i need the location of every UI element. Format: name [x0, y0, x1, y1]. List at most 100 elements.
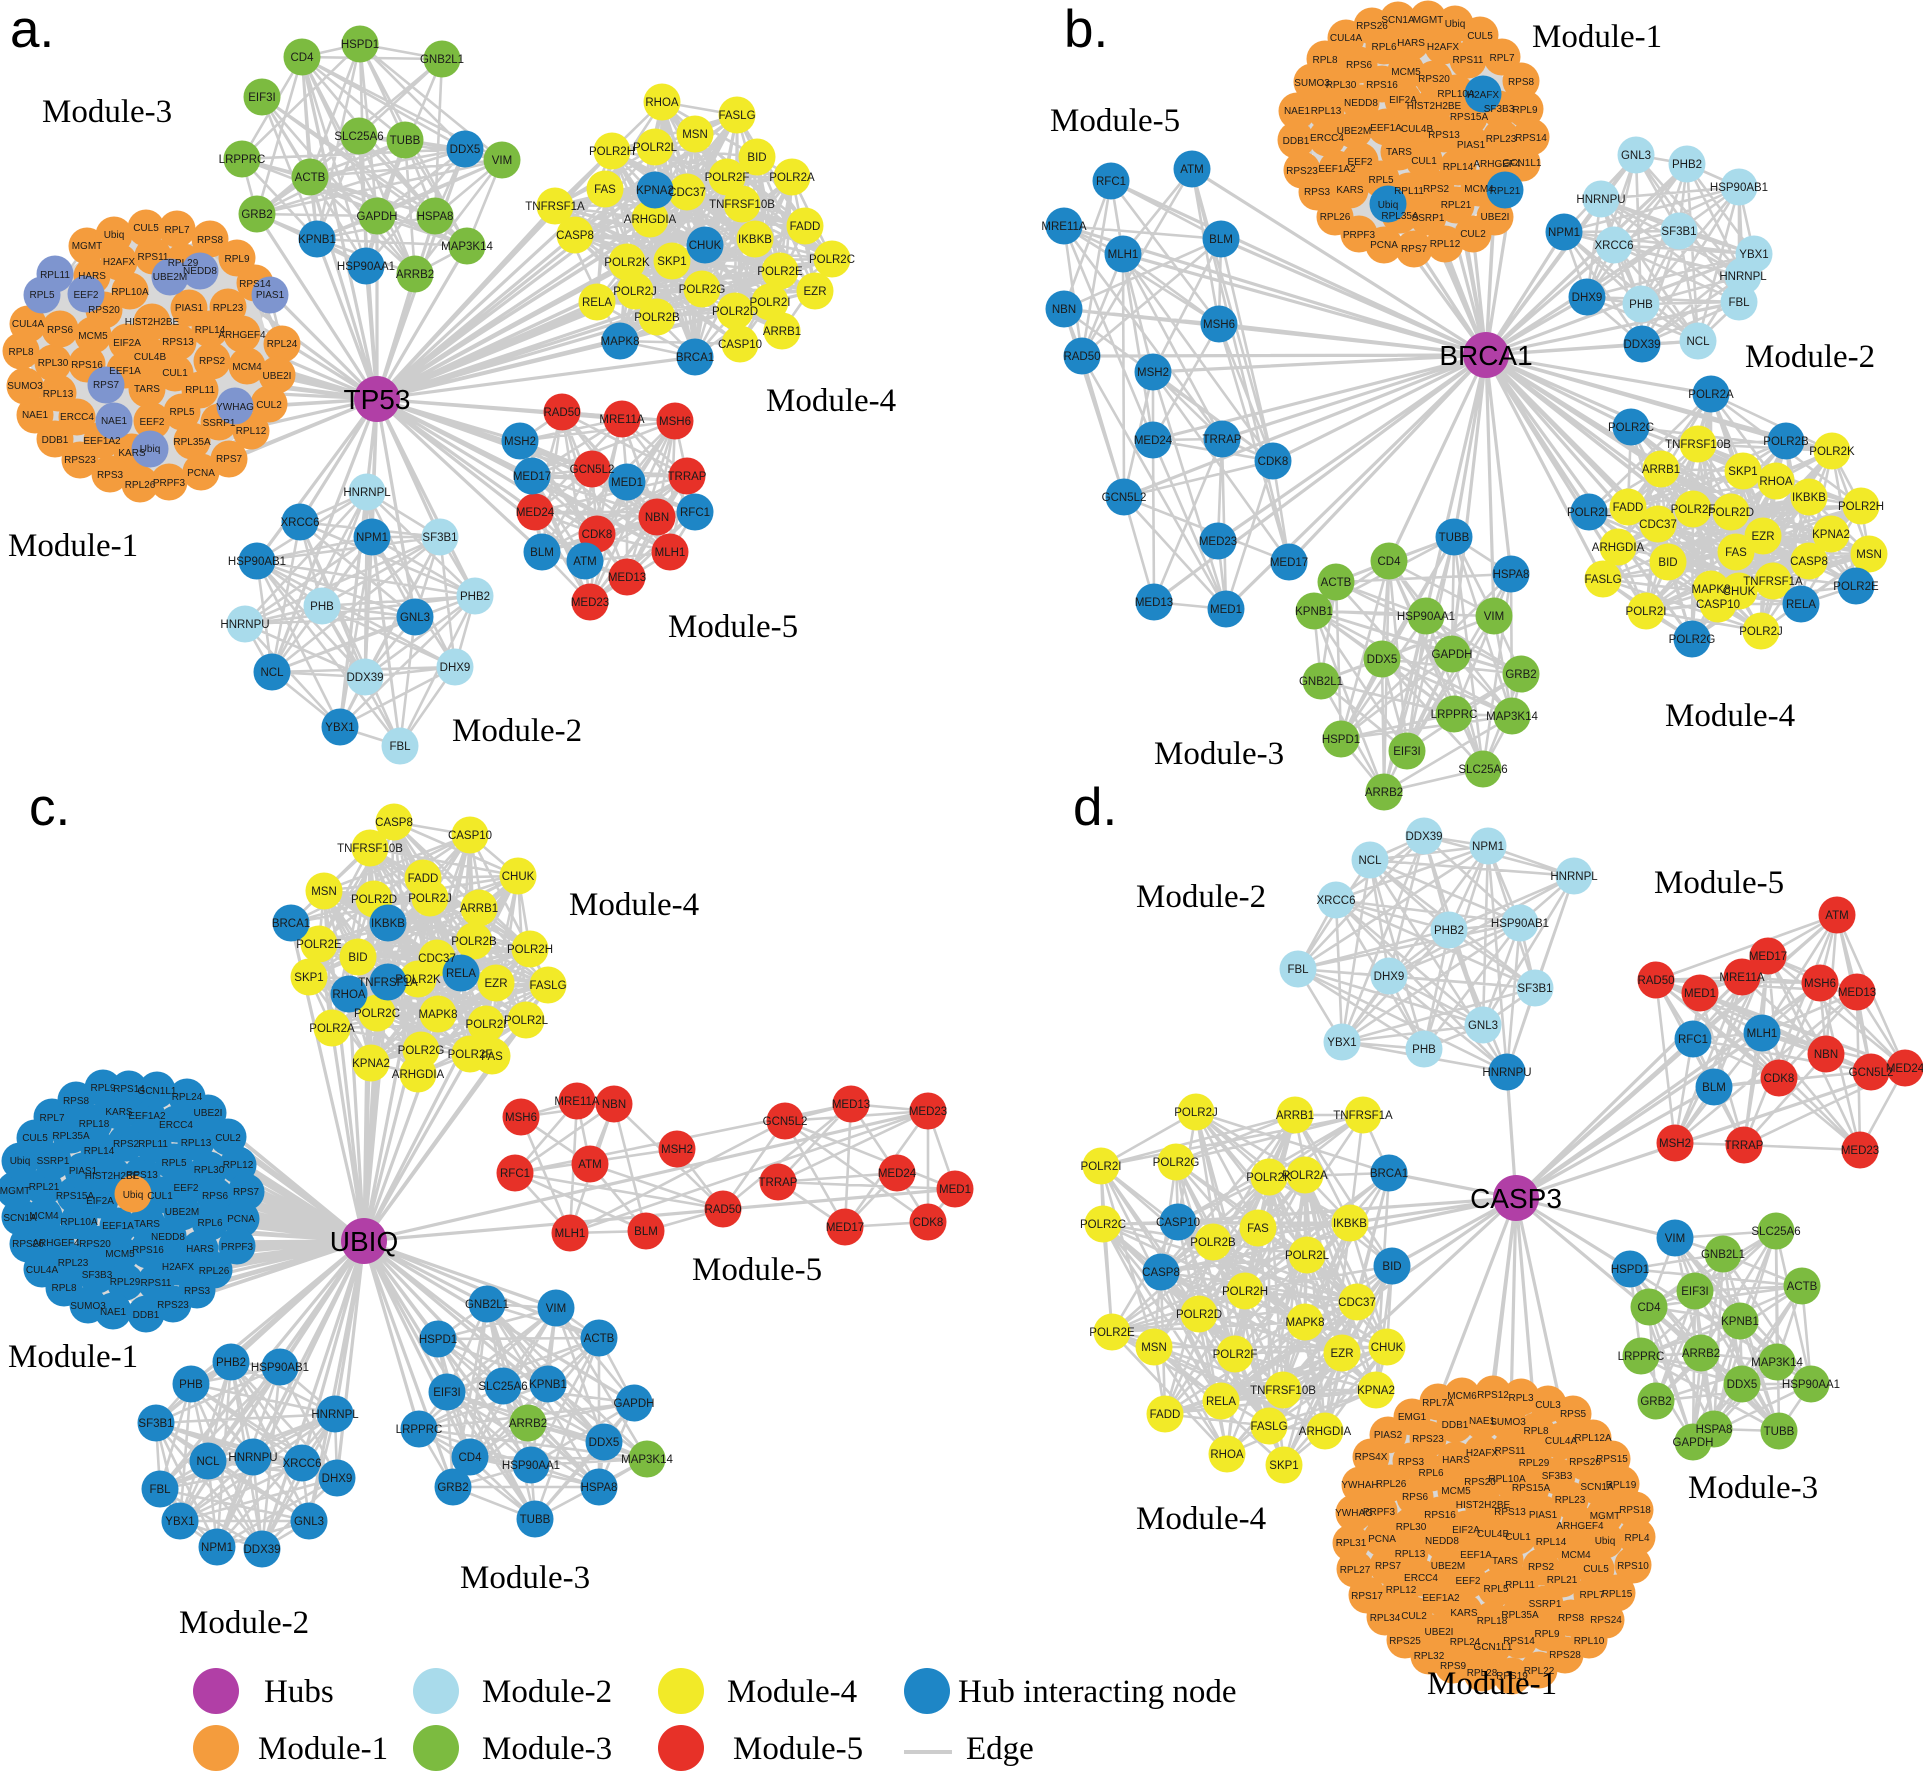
- svg-text:RPS7: RPS7: [1375, 1561, 1402, 1572]
- svg-text:TRRAP: TRRAP: [759, 1177, 798, 1189]
- svg-text:EEF2: EEF2: [73, 290, 98, 301]
- svg-text:HSP90AA1: HSP90AA1: [337, 261, 395, 273]
- svg-text:RPL31: RPL31: [1336, 1538, 1367, 1549]
- svg-text:Hubs: Hubs: [264, 1674, 334, 1710]
- svg-text:RPL5: RPL5: [29, 290, 54, 301]
- svg-text:FBL: FBL: [149, 1484, 171, 1496]
- svg-text:PHB: PHB: [1412, 1044, 1436, 1056]
- svg-text:Module-2: Module-2: [1136, 879, 1266, 915]
- svg-text:EIF3I: EIF3I: [433, 1387, 460, 1399]
- svg-text:POLR2F: POLR2F: [705, 172, 750, 184]
- svg-text:HSP90AB1: HSP90AB1: [228, 556, 286, 568]
- svg-text:RPL10A: RPL10A: [1488, 1474, 1526, 1485]
- svg-text:HSP90AB1: HSP90AB1: [1710, 182, 1768, 194]
- svg-text:Module-5: Module-5: [668, 609, 798, 645]
- svg-text:TNFRSF1A: TNFRSF1A: [1333, 1110, 1393, 1122]
- svg-text:RPS15A: RPS15A: [1450, 112, 1489, 123]
- svg-text:FASLG: FASLG: [1584, 574, 1621, 586]
- svg-text:POLR2D: POLR2D: [712, 306, 758, 318]
- svg-text:RPS24: RPS24: [1590, 1615, 1622, 1626]
- svg-text:POLR2I: POLR2I: [1081, 1161, 1122, 1173]
- svg-text:NBN: NBN: [1052, 304, 1076, 316]
- svg-text:DDX39: DDX39: [346, 672, 383, 684]
- svg-text:RPL13: RPL13: [1395, 1549, 1426, 1560]
- svg-text:SKP1: SKP1: [657, 256, 686, 268]
- svg-text:DDX5: DDX5: [450, 144, 481, 156]
- svg-text:SSRP1: SSRP1: [1529, 1599, 1562, 1610]
- svg-text:Module-4: Module-4: [1136, 1501, 1266, 1537]
- svg-text:Module-2: Module-2: [179, 1605, 309, 1641]
- svg-text:RPS25: RPS25: [1389, 1636, 1421, 1647]
- svg-text:YBX1: YBX1: [325, 722, 354, 734]
- svg-text:POLR2F: POLR2F: [1213, 1349, 1258, 1361]
- svg-text:POLR2B: POLR2B: [451, 936, 497, 948]
- svg-text:RPS8: RPS8: [63, 1096, 90, 1107]
- svg-text:EZR: EZR: [1752, 531, 1775, 543]
- svg-text:YWHAH: YWHAH: [1341, 1480, 1378, 1491]
- svg-text:MSN: MSN: [682, 129, 708, 141]
- svg-text:RPL14: RPL14: [1443, 162, 1474, 173]
- svg-text:MED1: MED1: [611, 477, 643, 489]
- svg-text:XRCC6: XRCC6: [1595, 240, 1634, 252]
- svg-text:EZR: EZR: [485, 978, 508, 990]
- svg-text:Ubiq: Ubiq: [1378, 200, 1399, 211]
- svg-text:RPL5: RPL5: [161, 1158, 186, 1169]
- svg-text:RPL12: RPL12: [223, 1160, 254, 1171]
- svg-text:Ubiq: Ubiq: [10, 1156, 31, 1167]
- svg-text:KPNA2: KPNA2: [636, 185, 674, 197]
- svg-text:RPS3: RPS3: [1398, 1457, 1425, 1468]
- svg-text:MLH1: MLH1: [555, 1228, 586, 1240]
- svg-text:CUL4A: CUL4A: [12, 319, 45, 330]
- svg-text:ARHGEF4: ARHGEF4: [1473, 159, 1521, 170]
- svg-text:RPS8: RPS8: [1508, 77, 1535, 88]
- svg-text:TUBB: TUBB: [1439, 532, 1470, 544]
- svg-text:TARS: TARS: [134, 1219, 160, 1230]
- svg-text:EIF3I: EIF3I: [1393, 746, 1420, 758]
- svg-text:ARRB1: ARRB1: [1276, 1110, 1314, 1122]
- svg-text:GAPDH: GAPDH: [1432, 649, 1473, 661]
- svg-text:SCN1A: SCN1A: [1580, 1482, 1614, 1493]
- svg-text:TNFRSF1A: TNFRSF1A: [525, 201, 585, 213]
- svg-text:RPL29: RPL29: [110, 1277, 141, 1288]
- svg-text:d.: d.: [1073, 778, 1117, 837]
- svg-text:HSPA8: HSPA8: [1493, 569, 1530, 581]
- svg-text:POLR2C: POLR2C: [354, 1008, 400, 1020]
- svg-text:MED24: MED24: [516, 507, 555, 519]
- svg-text:RPL24: RPL24: [172, 1092, 203, 1103]
- svg-text:RPS16: RPS16: [71, 360, 103, 371]
- svg-text:HSPA8: HSPA8: [1696, 1424, 1733, 1436]
- svg-text:CUL1: CUL1: [1505, 1532, 1531, 1543]
- svg-text:POLR2B: POLR2B: [1190, 1237, 1236, 1249]
- svg-text:POLR2I: POLR2I: [466, 1019, 507, 1031]
- svg-text:RHOA: RHOA: [1759, 476, 1793, 488]
- svg-text:RPS20: RPS20: [79, 1239, 111, 1250]
- svg-text:ARRB2: ARRB2: [1682, 1348, 1720, 1360]
- svg-text:POLR2E: POLR2E: [1833, 581, 1879, 593]
- svg-text:PHB2: PHB2: [1672, 159, 1702, 171]
- svg-text:RPL7: RPL7: [1579, 1590, 1604, 1601]
- svg-text:PIAS2: PIAS2: [1374, 1430, 1403, 1441]
- svg-text:Module-2: Module-2: [1745, 339, 1875, 375]
- svg-text:DDB1: DDB1: [133, 1310, 160, 1321]
- svg-text:MED17: MED17: [1749, 951, 1787, 963]
- svg-text:RPS19: RPS19: [1496, 1671, 1528, 1682]
- svg-text:LRPPRC: LRPPRC: [219, 154, 266, 166]
- svg-text:GRB2: GRB2: [241, 209, 272, 221]
- svg-text:MRE11A: MRE11A: [554, 1096, 599, 1108]
- svg-text:UBIQ: UBIQ: [330, 1226, 398, 1257]
- svg-text:SF3B3: SF3B3: [82, 1270, 113, 1281]
- svg-text:NCL: NCL: [260, 667, 284, 679]
- svg-text:POLR2A: POLR2A: [769, 172, 815, 184]
- svg-text:EZR: EZR: [804, 286, 827, 298]
- svg-text:CDC37: CDC37: [1639, 519, 1677, 531]
- svg-text:NPM1: NPM1: [1472, 841, 1504, 853]
- svg-text:CASP8: CASP8: [1142, 1267, 1180, 1279]
- svg-text:KPNA2: KPNA2: [1812, 529, 1850, 541]
- svg-text:HNRNPU: HNRNPU: [220, 619, 269, 631]
- svg-text:HSP90AA1: HSP90AA1: [502, 1460, 560, 1472]
- svg-text:POLR2E: POLR2E: [1089, 1327, 1135, 1339]
- svg-text:RPL11: RPL11: [1505, 1580, 1535, 1591]
- svg-text:RPS23: RPS23: [64, 455, 96, 466]
- svg-text:FADD: FADD: [790, 221, 821, 233]
- svg-text:PHB2: PHB2: [1434, 925, 1464, 937]
